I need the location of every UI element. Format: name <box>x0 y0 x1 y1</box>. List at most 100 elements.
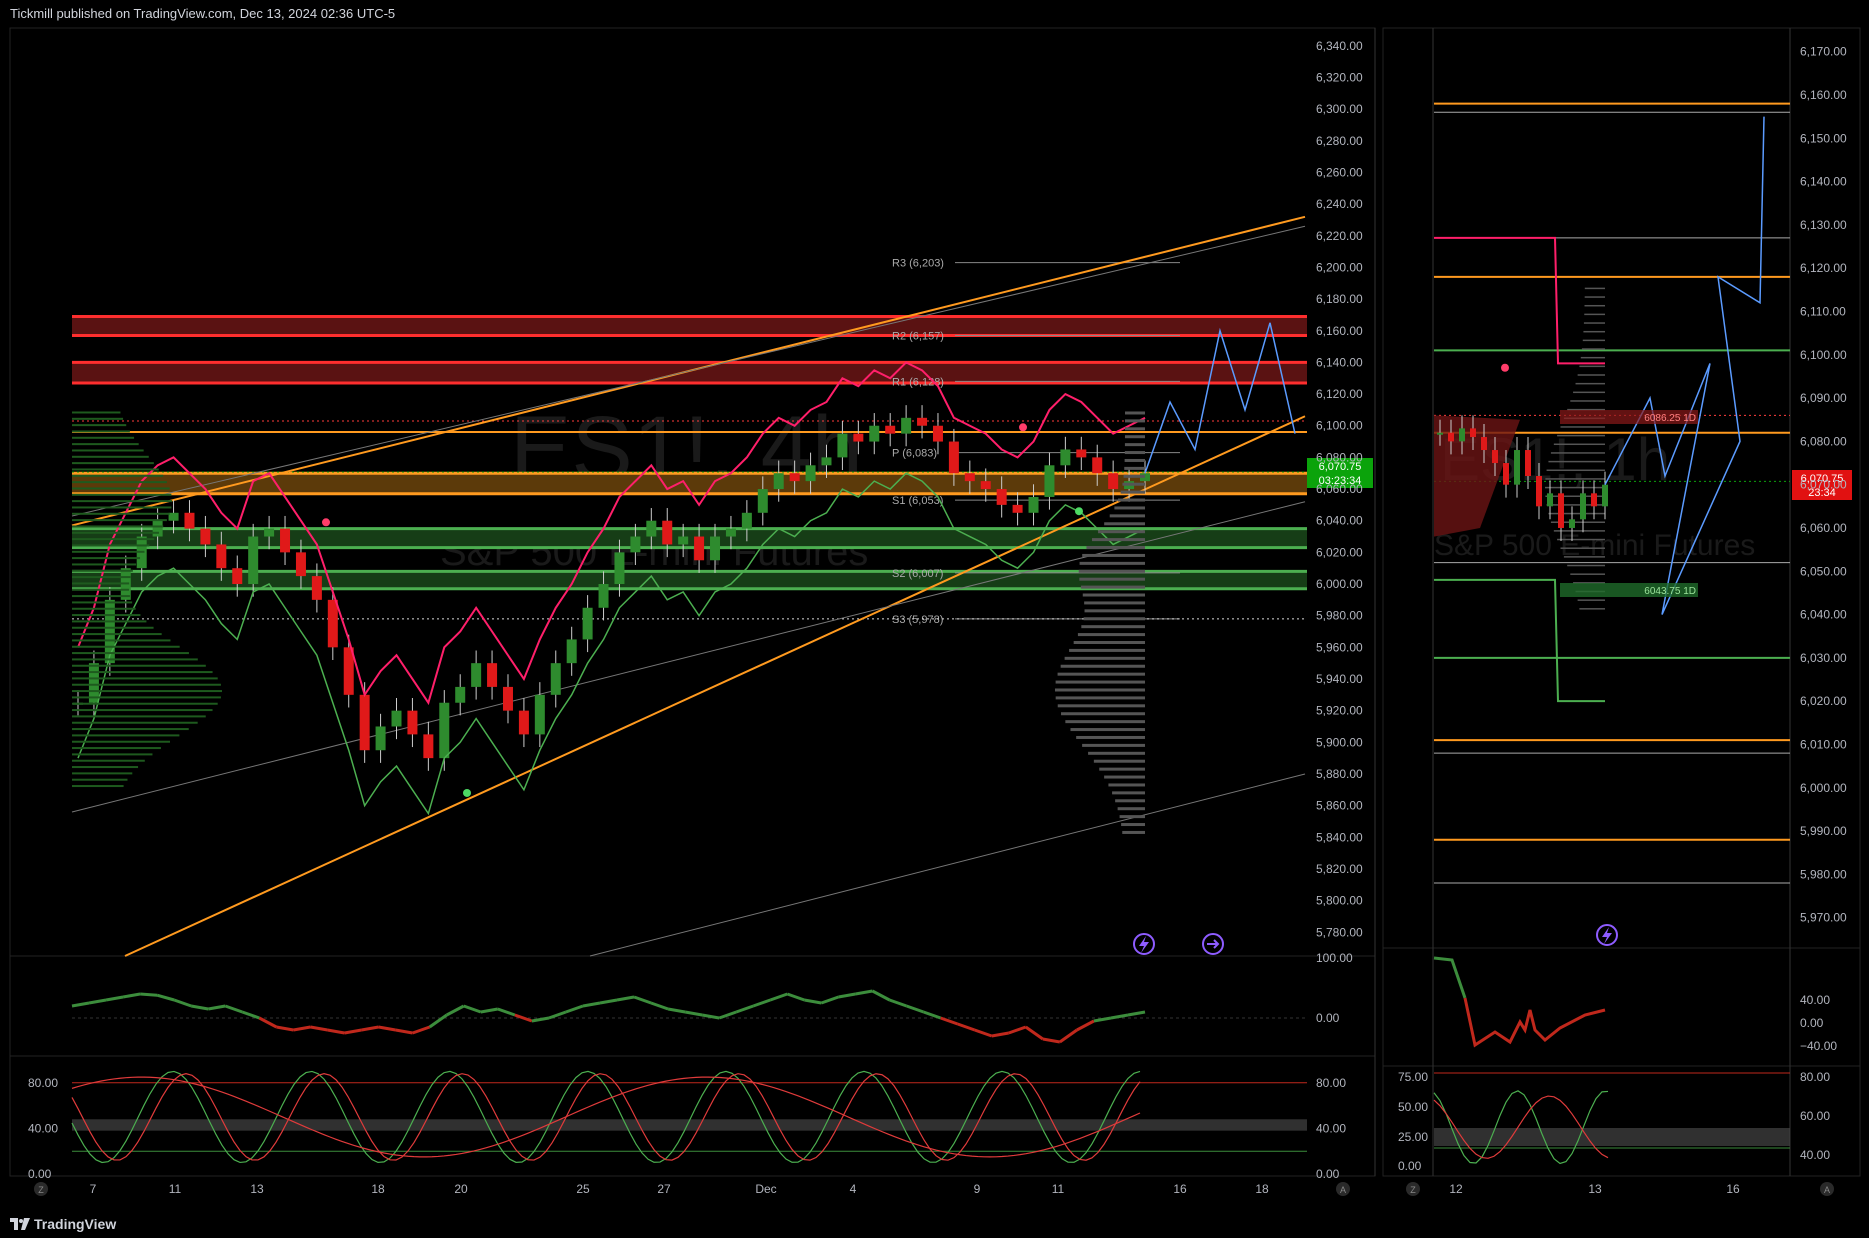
osc-segment <box>1024 1025 1044 1041</box>
osc-segment <box>974 1028 993 1038</box>
main-y-tick: 6,020.00 <box>1316 545 1363 559</box>
side-stoch-d <box>1433 1095 1609 1159</box>
osc-segment <box>1008 1025 1027 1035</box>
candle-body <box>1108 473 1119 490</box>
tradingview-brand[interactable]: TradingView <box>10 1216 116 1232</box>
resistance-zone <box>72 362 1307 383</box>
pivot-label: S2 (6,007) <box>892 568 943 580</box>
left-volume-bar <box>72 462 154 465</box>
side-volume-bar <box>1546 504 1605 506</box>
side-lightning-icon[interactable] <box>1596 924 1618 946</box>
main-auto-button[interactable]: A <box>1336 1182 1350 1196</box>
side-volume-bar <box>1582 339 1605 342</box>
osc-segment <box>1110 1013 1129 1020</box>
svg-text:6086.25 1D: 6086.25 1D <box>1644 413 1696 424</box>
osc-segment <box>207 1004 226 1011</box>
candle-body <box>694 536 705 561</box>
side-y-tick: 6,080.00 <box>1800 434 1847 448</box>
side-volume-bar <box>1553 443 1605 446</box>
osc-segment <box>1093 1016 1112 1023</box>
side-forecast-path <box>1604 116 1765 615</box>
osc-segment <box>804 998 822 1005</box>
side-y-tick: 6,000.00 <box>1800 781 1847 795</box>
candle-body <box>423 734 434 759</box>
side-volume-bar <box>1545 486 1605 489</box>
osc-segment <box>565 1004 584 1014</box>
svg-text:Z: Z <box>38 1185 44 1195</box>
candle-body <box>1028 496 1039 513</box>
main-y-tick: 5,960.00 <box>1316 640 1363 654</box>
main-y-tick: 5,940.00 <box>1316 672 1363 686</box>
signal-dot <box>1075 507 1083 516</box>
candle-body <box>901 417 912 434</box>
left-volume-bar <box>72 728 189 731</box>
lightning-icon[interactable] <box>1133 933 1155 955</box>
svg-text:6043.75 1D: 6043.75 1D <box>1644 586 1696 597</box>
osc-segment <box>497 1007 516 1017</box>
stoch-right-tick: 40.00 <box>1316 1121 1346 1135</box>
left-volume-bar <box>72 607 136 610</box>
main-price-text: 6,070.75 <box>1319 461 1362 473</box>
volume-profile-bar <box>1120 490 1145 494</box>
volume-profile-bar <box>1099 767 1145 771</box>
main-osc-pane[interactable] <box>9 955 1376 1057</box>
osc-segment <box>1058 1028 1078 1044</box>
main-y-tick: 5,840.00 <box>1316 830 1363 844</box>
volume-profile-bar <box>1065 720 1145 724</box>
main-y-tick: 6,040.00 <box>1316 514 1363 528</box>
main-y-tick: 6,080.00 <box>1316 450 1363 464</box>
signal-dot <box>322 518 330 527</box>
volume-profile-bar <box>1084 601 1145 605</box>
side-zoom-button[interactable]: Z <box>1406 1182 1420 1196</box>
side-price-label: 6,070.75 23:34 <box>1792 470 1852 500</box>
side-stoch-pane[interactable] <box>1382 1065 1861 1177</box>
side-candle-body <box>1492 450 1498 464</box>
channel-lower <box>124 415 1306 957</box>
candle-body <box>725 528 736 537</box>
osc-segment <box>906 1004 925 1014</box>
signal-dot <box>1019 423 1027 432</box>
volume-profile-bar <box>1114 506 1145 510</box>
stoch-right-tick: 0.00 <box>1316 1167 1340 1181</box>
main-y-tick: 6,180.00 <box>1316 292 1363 306</box>
pivot-label: R1 (6,128) <box>892 376 944 388</box>
main-y-tick: 6,220.00 <box>1316 229 1363 243</box>
svg-text:Z: Z <box>1410 1185 1416 1195</box>
main-y-tick: 5,900.00 <box>1316 735 1363 749</box>
left-volume-bar <box>72 424 127 427</box>
side-y-tick: 5,980.00 <box>1800 867 1847 881</box>
tradingview-brand-text: TradingView <box>34 1216 117 1232</box>
side-osc-pane[interactable] <box>1382 947 1861 1067</box>
volume-profile-bar <box>1124 466 1145 470</box>
side-y-tick: 6,030.00 <box>1800 651 1847 665</box>
main-zoom-button[interactable]: Z <box>34 1182 48 1196</box>
stoch-slow <box>71 1076 1141 1158</box>
main-y-tick: 6,260.00 <box>1316 165 1363 179</box>
left-volume-bar <box>72 778 128 781</box>
volume-profile-bar <box>1069 648 1145 652</box>
osc-segment <box>190 1004 209 1011</box>
volume-profile-bar <box>1078 569 1145 573</box>
left-volume-bar <box>72 430 130 433</box>
main-y-tick: 5,780.00 <box>1316 925 1363 939</box>
forward-icon[interactable] <box>1202 933 1224 955</box>
osc-segment <box>752 998 771 1008</box>
main-stoch-pane[interactable] <box>9 1055 1376 1177</box>
candle-body <box>534 694 545 735</box>
main-x-tick: 18 <box>1255 1182 1269 1196</box>
candle-body <box>869 425 880 442</box>
osc-segment <box>582 1001 601 1008</box>
candle-body <box>264 528 275 537</box>
left-volume-bar <box>72 772 133 775</box>
candle-body <box>311 576 322 600</box>
side-countdown-text: 23:34 <box>1808 487 1836 499</box>
side-auto-button[interactable]: A <box>1820 1182 1834 1196</box>
side-y-tick: 6,170.00 <box>1800 45 1847 59</box>
side-y-tick: 6,060.00 <box>1800 521 1847 535</box>
side-stoch-left-tick: 25.00 <box>1398 1130 1428 1144</box>
side-y-tick: 6,070.00 <box>1800 478 1847 492</box>
left-volume-bar <box>72 411 121 414</box>
side-osc-down <box>1463 997 1606 1048</box>
left-volume-bar <box>72 734 180 737</box>
